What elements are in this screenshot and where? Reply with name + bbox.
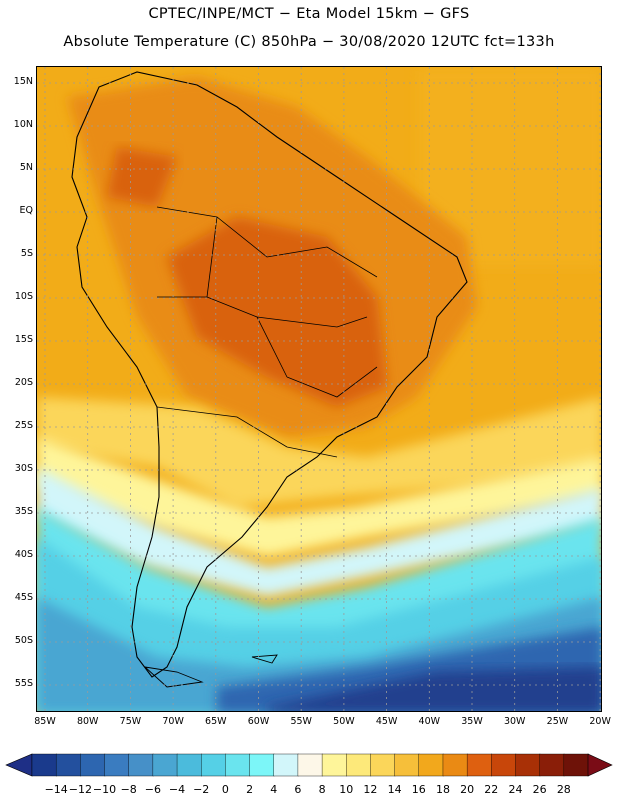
colorbar-high-arrow <box>587 753 613 777</box>
colorbar <box>5 753 613 777</box>
colorbar-swatch <box>176 753 202 777</box>
colorbar-label: −2 <box>193 783 210 796</box>
colorbar-label: 26 <box>532 783 547 796</box>
colorbar-label: −12 <box>68 783 92 796</box>
colorbar-label: 24 <box>508 783 523 796</box>
colorbar-swatch <box>31 753 57 777</box>
colorbar-label: 12 <box>363 783 378 796</box>
lat-label: EQ <box>19 205 33 216</box>
lat-label: 25S <box>14 420 33 431</box>
colorbar-swatch <box>128 753 154 777</box>
lat-label: 15S <box>14 334 33 345</box>
title-line-2: Absolute Temperature (C) 850hPa − 30/08/… <box>63 34 555 50</box>
field-band-minus14 <box>267 667 601 711</box>
lon-label: 55W <box>290 716 312 727</box>
lat-label: 45S <box>14 592 33 603</box>
country-borders <box>156 206 378 458</box>
colorbar-label: −4 <box>168 783 186 796</box>
lat-label: 5N <box>19 162 33 173</box>
field-band-22-north <box>107 147 177 207</box>
temperature-field-map <box>37 67 601 711</box>
lon-label: 65W <box>205 716 227 727</box>
colorbar-label: −10 <box>92 783 117 796</box>
colorbar-swatch <box>442 753 468 777</box>
colorbar-swatch <box>346 753 372 777</box>
colorbar-swatch <box>297 753 323 777</box>
colorbar-swatch <box>152 753 178 777</box>
colorbar-swatch <box>466 753 493 777</box>
colorbar-swatch <box>225 753 251 777</box>
colorbar-low-arrow <box>5 753 33 777</box>
colorbar-label: 8 <box>318 783 326 796</box>
lat-label: 30S <box>14 463 33 474</box>
lat-label: 55S <box>14 678 33 689</box>
colorbar-swatch <box>370 753 396 777</box>
colorbar-swatch <box>80 753 106 777</box>
colorbar-swatch <box>249 753 275 777</box>
colorbar-label: 22 <box>484 783 499 796</box>
lat-label: 10N <box>13 119 33 130</box>
field-band-12-16 <box>37 397 601 507</box>
lat-label: 15N <box>13 76 33 87</box>
lon-label: 80W <box>76 716 99 727</box>
lon-label: 30W <box>503 716 526 727</box>
colorbar-swatch <box>491 753 517 777</box>
lon-label: 25W <box>546 716 569 727</box>
graticule <box>37 67 601 711</box>
colorbar-label: 28 <box>556 783 571 796</box>
lon-label: 50W <box>333 716 355 727</box>
colorbar-swatch <box>201 753 227 777</box>
field-band-22-24 <box>167 217 387 407</box>
colorbar-label: 6 <box>294 783 302 796</box>
colorbar-swatch <box>563 753 589 777</box>
lon-label: 85W <box>34 716 56 727</box>
lat-label: 50S <box>14 635 33 646</box>
lon-label: 60W <box>247 716 270 727</box>
lon-label: 40W <box>418 716 441 727</box>
colorbar-swatch <box>515 753 541 777</box>
lat-label: 10S <box>14 291 33 302</box>
lat-label: 5S <box>20 248 33 259</box>
lon-label: 75W <box>119 716 142 727</box>
colorbar-label: 20 <box>460 783 475 796</box>
colorbar-label: 4 <box>270 783 278 796</box>
colorbar-swatch <box>321 753 347 777</box>
falklands <box>251 654 278 664</box>
colorbar-label: 14 <box>387 783 402 796</box>
title-line-1: CPTEC/INPE/MCT − Eta Model 15km − GFS <box>148 6 470 22</box>
tierra-del-fuego <box>143 666 204 688</box>
lon-label: 20W <box>589 716 611 727</box>
lon-label: 45W <box>375 716 398 727</box>
colorbar-swatch <box>539 753 565 777</box>
field-band-4-6 <box>37 467 601 597</box>
field-band-8-12 <box>37 437 601 557</box>
colorbar-label: −6 <box>144 783 161 796</box>
lat-label: 35S <box>14 506 33 517</box>
colorbar-label: −14 <box>44 783 68 796</box>
map-panel <box>36 66 602 712</box>
colorbar-label: 16 <box>411 783 426 796</box>
colorbar-label: 10 <box>339 783 354 796</box>
lat-label: 40S <box>14 549 33 560</box>
colorbar-swatch <box>418 753 444 777</box>
colorbar-swatch <box>394 753 420 777</box>
colorbar-swatch <box>55 753 82 777</box>
colorbar-label: 18 <box>435 783 450 796</box>
colorbar-swatch <box>104 753 130 777</box>
lat-label: 20S <box>14 377 33 388</box>
colorbar-label: −8 <box>120 783 137 796</box>
lon-label: 35W <box>461 716 483 727</box>
colorbar-swatch <box>273 753 299 777</box>
lon-label: 70W <box>162 716 184 727</box>
south-america-coastline <box>71 71 468 678</box>
colorbar-label: 0 <box>221 783 229 796</box>
colorbar-label: 2 <box>246 783 254 796</box>
